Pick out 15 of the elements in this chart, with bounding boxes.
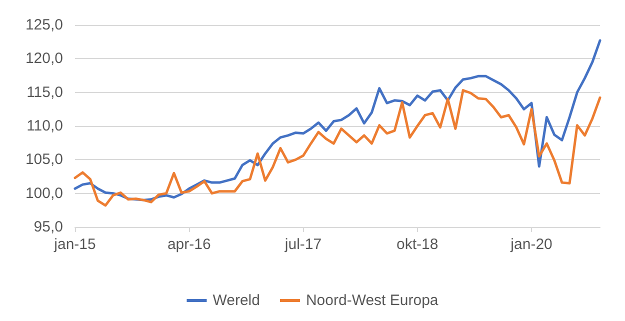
x-tick-label: okt-18 (396, 236, 438, 253)
legend-label: Noord-West Europa (306, 292, 439, 309)
x-tick-label: jan-20 (510, 236, 552, 253)
y-tick-label: 110,0 (26, 118, 63, 134)
y-tick-label: 100,0 (25, 184, 63, 202)
y-tick-label: 95,0 (34, 218, 63, 236)
line-series (74, 89, 602, 207)
x-tick-label: jan-15 (53, 236, 96, 253)
y-tick-label: 125,0 (25, 16, 63, 34)
x-tick-label: jul-17 (284, 236, 322, 253)
y-tick-label: 105,0 (25, 151, 63, 168)
x-tick-label: apr-16 (167, 236, 211, 253)
y-tick-label: 115,0 (26, 84, 63, 101)
legend-label: Wereld (212, 292, 260, 309)
y-tick-label: 120,0 (25, 50, 63, 68)
